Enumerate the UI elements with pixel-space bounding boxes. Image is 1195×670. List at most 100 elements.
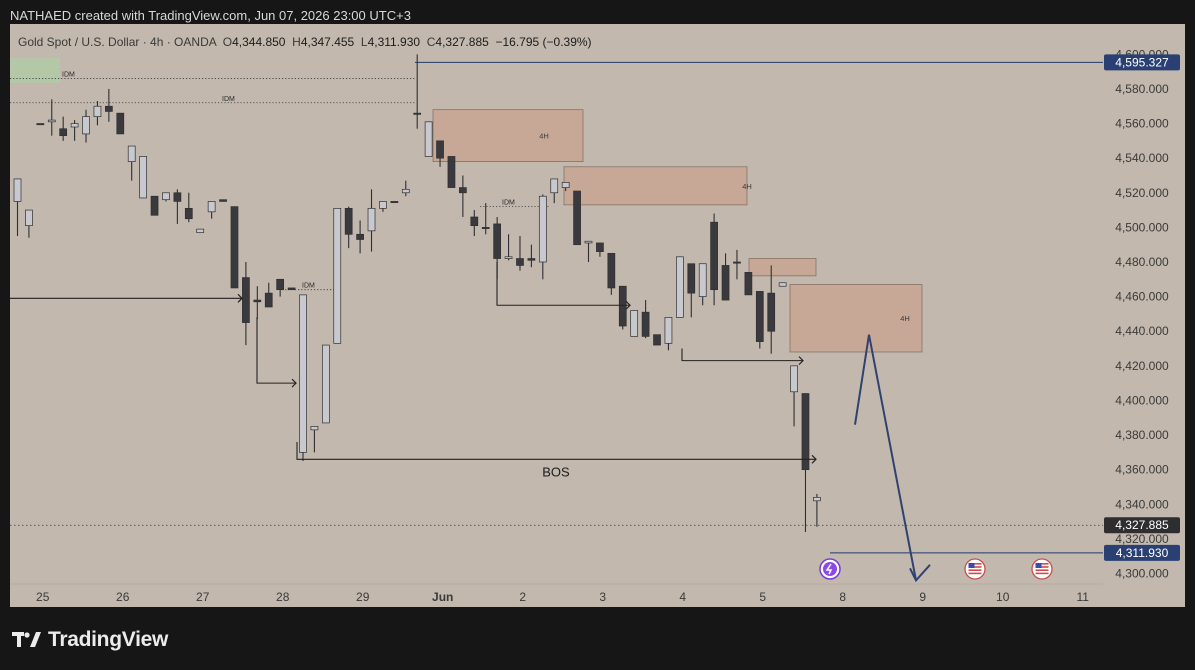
bull-candle[interactable] xyxy=(401,180,410,197)
bull-candle[interactable] xyxy=(310,426,319,453)
flag-stripe xyxy=(1035,569,1049,571)
candle-body xyxy=(150,195,159,216)
bear-candle[interactable] xyxy=(276,278,285,297)
bear-candle[interactable] xyxy=(287,287,296,291)
bear-candle[interactable] xyxy=(105,88,113,122)
bear-candle[interactable] xyxy=(516,236,524,271)
candle-body xyxy=(321,344,330,424)
bear-candle[interactable] xyxy=(390,201,399,203)
bear-candle[interactable] xyxy=(607,252,616,295)
x-axis-tick: 28 xyxy=(276,590,290,604)
candle-body xyxy=(607,252,616,289)
bear-candle[interactable] xyxy=(242,261,250,346)
bull-candle[interactable] xyxy=(13,178,22,237)
candle-body xyxy=(424,121,433,157)
bear-candle[interactable] xyxy=(618,285,627,330)
bull-candle[interactable] xyxy=(538,194,547,280)
flag-icon-ring xyxy=(964,558,986,580)
bear-candle[interactable] xyxy=(596,242,604,257)
bear-candle[interactable] xyxy=(447,156,456,188)
bull-candle[interactable] xyxy=(25,209,33,238)
event-icon[interactable] xyxy=(819,558,841,580)
bear-candle[interactable] xyxy=(436,140,444,167)
legend-part: 4,347.455 xyxy=(301,35,355,49)
bear-candle[interactable] xyxy=(653,334,661,346)
bull-candle[interactable] xyxy=(93,101,102,126)
idm-label: IDM xyxy=(222,96,235,103)
bull-candle[interactable] xyxy=(70,120,79,141)
candle-body xyxy=(561,182,570,188)
bear-candle[interactable] xyxy=(36,123,45,126)
legend-part: Gold Spot / U.S. Dollar · 4h · OANDA xyxy=(18,35,217,49)
bull-candle[interactable] xyxy=(790,365,798,427)
bull-candle[interactable] xyxy=(676,256,684,318)
bull-candle[interactable] xyxy=(82,109,90,143)
order-block-zone xyxy=(748,258,817,277)
bear-candle[interactable] xyxy=(264,282,273,308)
bear-candle[interactable] xyxy=(687,263,696,318)
bear-candle[interactable] xyxy=(573,190,581,246)
bull-candle[interactable] xyxy=(299,294,307,462)
bull-candle[interactable] xyxy=(207,201,216,219)
bear-candle[interactable] xyxy=(470,210,479,237)
us-flag-icon[interactable] xyxy=(964,558,986,580)
bull-candle[interactable] xyxy=(550,178,559,204)
bear-candle[interactable] xyxy=(219,199,227,202)
bull-candle[interactable] xyxy=(47,99,56,136)
bear-candle[interactable] xyxy=(733,249,741,280)
candle-body xyxy=(436,140,444,159)
bear-candle[interactable] xyxy=(344,206,353,249)
bear-candle[interactable] xyxy=(767,265,776,354)
bull-candle[interactable] xyxy=(333,207,342,344)
bull-candle[interactable] xyxy=(321,344,330,424)
bull-candle[interactable] xyxy=(698,263,707,306)
bear-candle[interactable] xyxy=(59,116,68,141)
bear-candle[interactable] xyxy=(116,112,125,135)
bull-candle[interactable] xyxy=(630,310,639,337)
tradingview-logo[interactable]: TradingView xyxy=(12,628,168,652)
bear-candle[interactable] xyxy=(744,272,753,296)
bear-candle[interactable] xyxy=(801,393,810,532)
arrow-head xyxy=(811,454,817,464)
bull-candle[interactable] xyxy=(664,317,673,351)
bear-candle[interactable] xyxy=(253,286,262,320)
bull-candle[interactable] xyxy=(162,192,170,202)
candle-body xyxy=(82,116,90,135)
bear-candle[interactable] xyxy=(721,253,730,301)
candle-body xyxy=(116,112,125,135)
bull-candle[interactable] xyxy=(504,234,513,261)
flag-stripe xyxy=(1035,563,1049,565)
y-axis-tick: 4,320.000 xyxy=(1115,532,1169,546)
bear-candle[interactable] xyxy=(184,192,193,223)
us-flag-icon[interactable] xyxy=(1031,558,1053,580)
bull-candle[interactable] xyxy=(584,240,593,262)
x-axis-tick: 3 xyxy=(599,590,606,604)
arrow-line xyxy=(256,317,296,384)
bear-candle[interactable] xyxy=(710,213,718,306)
bear-candle[interactable] xyxy=(173,189,182,224)
candle-body xyxy=(59,128,68,137)
bull-candle[interactable] xyxy=(424,121,433,157)
bear-candle[interactable] xyxy=(230,206,239,289)
bull-candle[interactable] xyxy=(127,145,136,181)
bear-candle[interactable] xyxy=(356,220,364,254)
bull-candle[interactable] xyxy=(813,493,821,527)
candle-body xyxy=(379,201,387,209)
bear-candle[interactable] xyxy=(641,300,650,339)
idm-label: IDM xyxy=(302,283,315,290)
bear-candle[interactable] xyxy=(413,54,422,129)
chart-frame[interactable]: 4H 4H 4H IDM IDM IDM IDM BOS 4,300.000 4,320.0… xyxy=(10,24,1185,607)
bear-candle[interactable] xyxy=(527,244,536,268)
projection-arrow[interactable] xyxy=(854,334,917,581)
bear-candle[interactable] xyxy=(459,175,467,217)
bear-candle[interactable] xyxy=(481,203,490,235)
bull-candle[interactable] xyxy=(561,182,570,192)
bull-candle[interactable] xyxy=(379,201,387,212)
bear-candle[interactable] xyxy=(755,291,764,349)
bull-candle[interactable] xyxy=(139,156,147,199)
bull-candle[interactable] xyxy=(367,189,376,252)
bull-candle[interactable] xyxy=(196,228,205,233)
bear-candle[interactable] xyxy=(150,195,159,216)
bull-candle[interactable] xyxy=(778,282,787,287)
